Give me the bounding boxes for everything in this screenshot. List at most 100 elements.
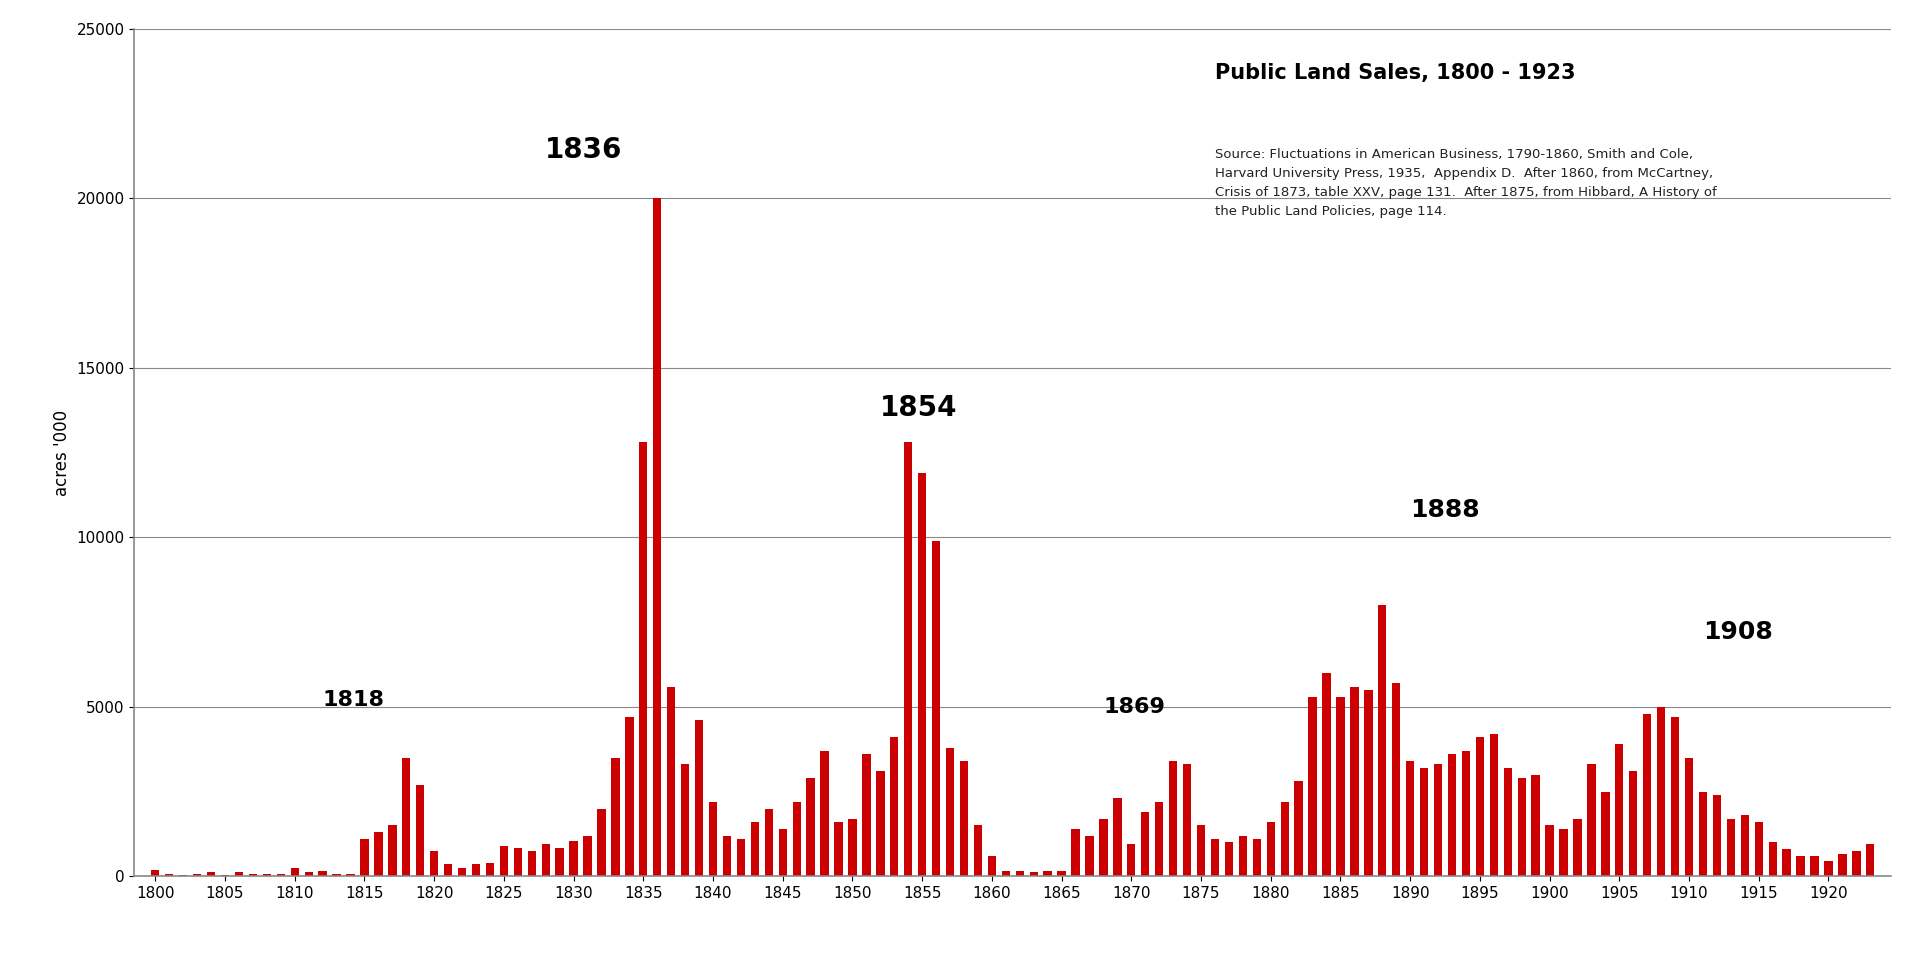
Bar	[221, 875, 228, 876]
Bar	[626, 717, 634, 876]
Text: 1854: 1854	[881, 394, 958, 422]
Bar	[417, 785, 424, 876]
Bar	[165, 874, 173, 876]
Bar	[1238, 836, 1246, 876]
Bar	[597, 809, 605, 876]
Text: Public Land Sales, 1800 - 1923: Public Land Sales, 1800 - 1923	[1215, 63, 1574, 83]
Bar	[1379, 605, 1386, 876]
Bar	[1797, 856, 1805, 876]
Bar	[639, 442, 647, 876]
Text: 1888: 1888	[1409, 498, 1480, 522]
Bar	[1140, 812, 1150, 876]
Bar	[849, 819, 856, 876]
Text: 1908: 1908	[1703, 620, 1772, 644]
Bar	[515, 847, 522, 876]
Bar	[152, 871, 159, 876]
Bar	[1615, 744, 1624, 876]
Bar	[1196, 825, 1206, 876]
Bar	[820, 751, 829, 876]
Bar	[918, 473, 925, 876]
Bar	[1628, 771, 1638, 876]
Bar	[1699, 792, 1707, 876]
Bar	[1686, 758, 1693, 876]
Bar	[207, 872, 215, 876]
Bar	[1029, 872, 1039, 876]
Bar	[263, 873, 271, 876]
Bar	[192, 873, 202, 876]
Bar	[1503, 768, 1511, 876]
Bar	[778, 829, 787, 876]
Bar	[1559, 829, 1569, 876]
Bar	[1225, 843, 1233, 876]
Bar	[1281, 802, 1288, 876]
Bar	[1071, 829, 1079, 876]
Bar	[1741, 816, 1749, 876]
Bar	[1670, 717, 1680, 876]
Bar	[1002, 872, 1010, 876]
Bar	[904, 442, 912, 876]
Bar	[1476, 738, 1484, 876]
Bar	[1016, 872, 1023, 876]
Bar	[1517, 778, 1526, 876]
Bar	[1100, 819, 1108, 876]
Bar	[737, 839, 745, 876]
Bar	[1169, 761, 1177, 876]
Text: Source: Fluctuations in American Business, 1790-1860, Smith and Cole,
Harvard Un: Source: Fluctuations in American Busines…	[1215, 147, 1716, 218]
Bar	[793, 802, 801, 876]
Bar	[1601, 792, 1609, 876]
Bar	[1572, 819, 1582, 876]
Bar	[1308, 696, 1317, 876]
Bar	[332, 874, 340, 876]
Bar	[541, 845, 549, 876]
Bar	[611, 758, 620, 876]
Bar	[1866, 845, 1874, 876]
Bar	[1294, 781, 1304, 876]
Bar	[1212, 839, 1219, 876]
Bar	[682, 765, 689, 876]
Bar	[764, 809, 774, 876]
Bar	[555, 847, 564, 876]
Bar	[584, 836, 591, 876]
Bar	[1363, 690, 1373, 876]
Bar	[1252, 839, 1261, 876]
Bar	[1448, 754, 1455, 876]
Bar	[1350, 687, 1359, 876]
Bar	[388, 825, 397, 876]
Text: 1818: 1818	[323, 690, 384, 710]
Bar	[1588, 765, 1596, 876]
Bar	[1461, 751, 1471, 876]
Bar	[1392, 683, 1400, 876]
Bar	[250, 873, 257, 876]
Bar	[1405, 761, 1415, 876]
Bar	[290, 868, 300, 876]
Bar	[457, 868, 467, 876]
Bar	[806, 778, 814, 876]
Bar	[346, 873, 355, 876]
Bar	[666, 687, 676, 876]
Bar	[960, 761, 968, 876]
Bar	[722, 836, 732, 876]
Bar	[1323, 673, 1331, 876]
Bar	[751, 822, 758, 876]
Bar	[1755, 822, 1763, 876]
Bar	[499, 846, 509, 876]
Bar	[319, 872, 326, 876]
Bar	[1853, 851, 1860, 876]
Bar	[876, 771, 885, 876]
Bar	[1183, 765, 1190, 876]
Bar	[931, 541, 941, 876]
Bar	[1657, 707, 1665, 876]
Bar	[1085, 836, 1094, 876]
Bar	[1043, 872, 1052, 876]
Bar	[570, 841, 578, 876]
Bar	[1336, 696, 1344, 876]
Bar	[973, 825, 983, 876]
Bar	[1546, 825, 1553, 876]
Bar	[1156, 802, 1164, 876]
Text: 1869: 1869	[1104, 697, 1165, 716]
Bar	[276, 873, 284, 876]
Bar	[472, 865, 480, 876]
Bar	[835, 822, 843, 876]
Bar	[430, 851, 438, 876]
Bar	[1127, 845, 1135, 876]
